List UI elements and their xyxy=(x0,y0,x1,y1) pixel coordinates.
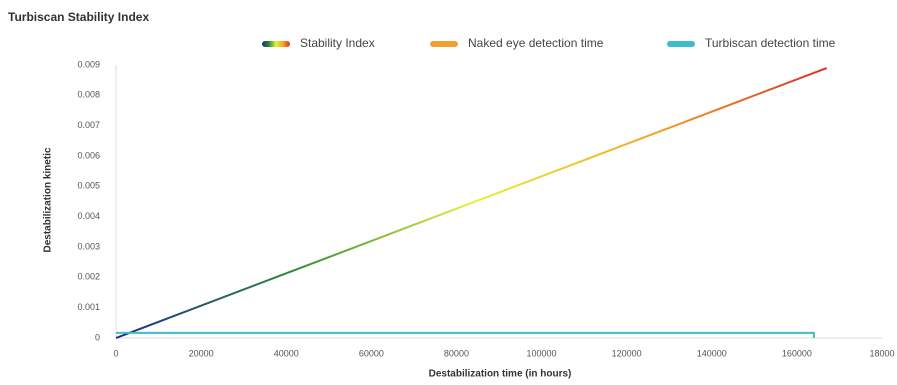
x-tick-label: 40000 xyxy=(274,348,299,358)
x-tick-label: 60000 xyxy=(359,348,384,358)
x-tick-label: 80000 xyxy=(444,348,469,358)
y-tick-label: 0 xyxy=(95,332,100,342)
x-tick-label: 20000 xyxy=(189,348,214,358)
chart-title: Turbiscan Stability Index xyxy=(8,10,149,24)
x-tick-label: 140000 xyxy=(697,348,727,358)
x-tick-label: 18000 xyxy=(869,348,894,358)
y-tick-label: 0.008 xyxy=(77,90,100,100)
x-tick-label: 0 xyxy=(113,348,118,358)
x-tick-label: 120000 xyxy=(612,348,642,358)
y-tick-label: 0.004 xyxy=(77,211,100,221)
y-tick-label: 0.002 xyxy=(77,272,100,282)
y-tick-label: 0.003 xyxy=(77,241,100,251)
y-tick-label: 0.001 xyxy=(77,302,100,312)
y-tick-label: 0.006 xyxy=(77,150,100,160)
legend-label: Stability Index xyxy=(300,36,375,50)
legend-label: Turbiscan detection time xyxy=(705,36,836,50)
y-tick-label: 0.007 xyxy=(77,120,100,130)
legend-label: Naked eye detection time xyxy=(468,36,604,50)
x-tick-label: 160000 xyxy=(782,348,812,358)
series-line xyxy=(116,331,815,338)
series-line xyxy=(115,67,828,339)
x-tick-label: 100000 xyxy=(527,348,557,358)
y-tick-label: 0.005 xyxy=(77,181,100,191)
y-tick-label: 0.009 xyxy=(77,59,100,69)
y-axis-label: Destabilization kinetic xyxy=(43,147,54,252)
x-axis-label: Destabilization time (in hours) xyxy=(429,369,572,380)
